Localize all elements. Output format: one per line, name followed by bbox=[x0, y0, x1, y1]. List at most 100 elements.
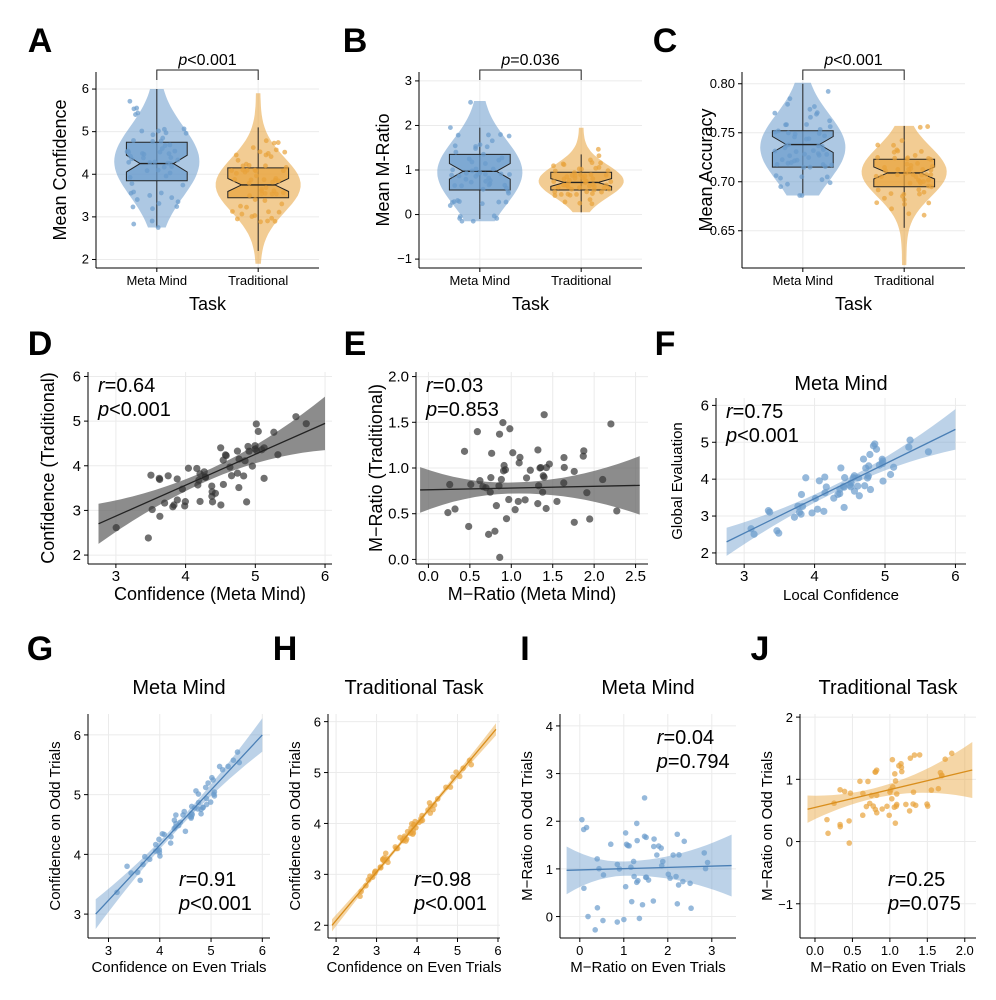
point-C-1 bbox=[921, 212, 927, 218]
stat-r-D: r=0.64 bbox=[98, 375, 155, 397]
point-D bbox=[260, 474, 268, 482]
point-A-0 bbox=[158, 138, 164, 144]
point-B-0 bbox=[507, 172, 512, 177]
point-A-1 bbox=[269, 215, 275, 221]
stat-value: =0.075 bbox=[899, 893, 961, 915]
point-A-1 bbox=[276, 209, 282, 215]
point-C-1 bbox=[923, 172, 929, 177]
stat-p-F: p<0.001 bbox=[725, 425, 799, 447]
point-G bbox=[140, 861, 146, 868]
point-B-1 bbox=[552, 193, 558, 198]
point-A-0 bbox=[162, 143, 168, 148]
y-axis-title-E: M−Ratio (Traditional) bbox=[366, 384, 386, 552]
point-E bbox=[511, 506, 519, 514]
xtick-label-D: 3 bbox=[112, 568, 120, 585]
point-A-1 bbox=[232, 177, 238, 182]
point-B-0 bbox=[483, 178, 489, 184]
point-A-1 bbox=[249, 214, 255, 219]
point-F bbox=[802, 474, 810, 482]
point-E bbox=[487, 474, 495, 482]
point-C-0 bbox=[817, 127, 823, 132]
point-A-0 bbox=[147, 160, 153, 165]
point-C-0 bbox=[778, 184, 784, 190]
point-A-1 bbox=[259, 191, 265, 197]
xtick-label-E: 1.0 bbox=[501, 568, 522, 585]
point-I bbox=[621, 916, 627, 923]
significance-label-C: p<0.001 bbox=[823, 52, 882, 69]
point-G bbox=[159, 831, 166, 837]
point-D bbox=[170, 501, 178, 509]
point-B-0 bbox=[450, 167, 456, 173]
point-B-0 bbox=[466, 156, 472, 162]
ytick-label-I: 2 bbox=[546, 814, 553, 829]
point-A-0 bbox=[167, 142, 173, 148]
point-B-1 bbox=[590, 191, 595, 196]
point-B-0 bbox=[463, 170, 469, 176]
point-F bbox=[890, 463, 898, 471]
point-J bbox=[857, 778, 863, 785]
point-F bbox=[865, 462, 873, 470]
point-G bbox=[207, 799, 214, 805]
point-B-0 bbox=[468, 179, 474, 185]
point-E bbox=[521, 496, 529, 504]
point-A-1 bbox=[266, 209, 271, 215]
ytick-label-D: 3 bbox=[73, 502, 81, 519]
point-F bbox=[861, 482, 869, 490]
point-B-0 bbox=[473, 166, 479, 172]
fit-line-D bbox=[98, 422, 326, 525]
point-A-0 bbox=[129, 181, 135, 186]
point-J bbox=[841, 788, 848, 795]
point-A-0 bbox=[180, 182, 186, 188]
point-F bbox=[924, 448, 933, 456]
point-J bbox=[846, 818, 852, 824]
point-B-0 bbox=[468, 99, 473, 105]
point-A-0 bbox=[140, 155, 146, 161]
ytick-label-H: 6 bbox=[314, 715, 321, 730]
fit-line-E bbox=[420, 484, 640, 491]
significance-label-A: p<0.001 bbox=[177, 52, 236, 69]
point-C-1 bbox=[928, 167, 934, 173]
point-A-0 bbox=[131, 138, 136, 143]
stat-symbol: p bbox=[413, 893, 425, 915]
point-G bbox=[173, 812, 179, 818]
point-F bbox=[846, 481, 854, 489]
x-axis-title-D: Confidence (Meta Mind) bbox=[114, 584, 306, 604]
point-C-1 bbox=[873, 173, 879, 179]
point-F bbox=[790, 513, 799, 521]
point-C-0 bbox=[772, 110, 778, 116]
point-C-1 bbox=[904, 156, 910, 162]
significance-bracket-B bbox=[479, 69, 582, 80]
point-C-0 bbox=[792, 134, 797, 140]
point-A-1 bbox=[271, 188, 277, 194]
point-D bbox=[164, 472, 172, 480]
point-A-0 bbox=[161, 164, 167, 170]
point-C-1 bbox=[906, 211, 912, 217]
point-A-0 bbox=[163, 130, 169, 136]
point-B-1 bbox=[606, 186, 612, 192]
point-B-0 bbox=[482, 161, 488, 166]
xtick-label-I: 0 bbox=[576, 943, 583, 958]
point-B-1 bbox=[584, 189, 590, 195]
panel-label-B: B bbox=[343, 22, 368, 60]
stat-p-I: p=0.794 bbox=[656, 751, 730, 773]
point-A-0 bbox=[156, 201, 162, 206]
point-A-1 bbox=[239, 211, 245, 217]
point-C-0 bbox=[810, 148, 816, 154]
point-A-1 bbox=[259, 186, 265, 192]
stat-value: =0.25 bbox=[895, 869, 946, 891]
point-D bbox=[240, 472, 248, 480]
point-C-0 bbox=[782, 145, 788, 151]
point-F bbox=[764, 507, 773, 515]
point-B-1 bbox=[587, 197, 593, 203]
stat-p-E: p=0.853 bbox=[425, 399, 499, 421]
point-I bbox=[688, 905, 694, 912]
point-A-0 bbox=[163, 173, 169, 179]
panel-label-H: H bbox=[273, 630, 298, 668]
point-C-1 bbox=[882, 195, 887, 201]
point-G bbox=[234, 749, 241, 755]
point-G bbox=[156, 836, 162, 843]
point-A-1 bbox=[272, 218, 278, 224]
point-C-1 bbox=[906, 169, 912, 175]
point-B-1 bbox=[604, 182, 609, 188]
point-I bbox=[674, 900, 681, 907]
